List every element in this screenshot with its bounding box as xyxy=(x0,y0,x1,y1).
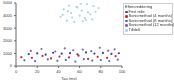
svg-text:1000: 1000 xyxy=(8,51,13,56)
svg-text:0: 0 xyxy=(10,63,13,68)
svg-text:60: 60 xyxy=(77,69,82,74)
svg-text:80: 80 xyxy=(99,69,104,74)
svg-text:5000: 5000 xyxy=(8,0,13,5)
svg-text:20: 20 xyxy=(35,69,40,74)
html-text:Tilldelt: Tilldelt xyxy=(128,27,140,32)
html-text:Sonicmethod (12 months): Sonicmethod (12 months) xyxy=(128,22,174,28)
svg-text:3000: 3000 xyxy=(8,26,13,31)
html-text:Sonicmethod (4 months): Sonicmethod (4 months) xyxy=(128,13,173,19)
svg-text:40: 40 xyxy=(56,69,61,74)
html-text:First mile: First mile xyxy=(128,8,145,14)
svg-text:0: 0 xyxy=(15,69,18,74)
svg-text:2000: 2000 xyxy=(8,38,13,43)
svg-text:100: 100 xyxy=(119,69,126,74)
svg-text:Tau (ms): Tau (ms) xyxy=(61,76,77,80)
html-text:Sonicmethod (8 months): Sonicmethod (8 months) xyxy=(128,17,173,23)
html-text:Eftercreditering: Eftercreditering xyxy=(125,4,153,9)
svg-text:4000: 4000 xyxy=(8,13,13,18)
